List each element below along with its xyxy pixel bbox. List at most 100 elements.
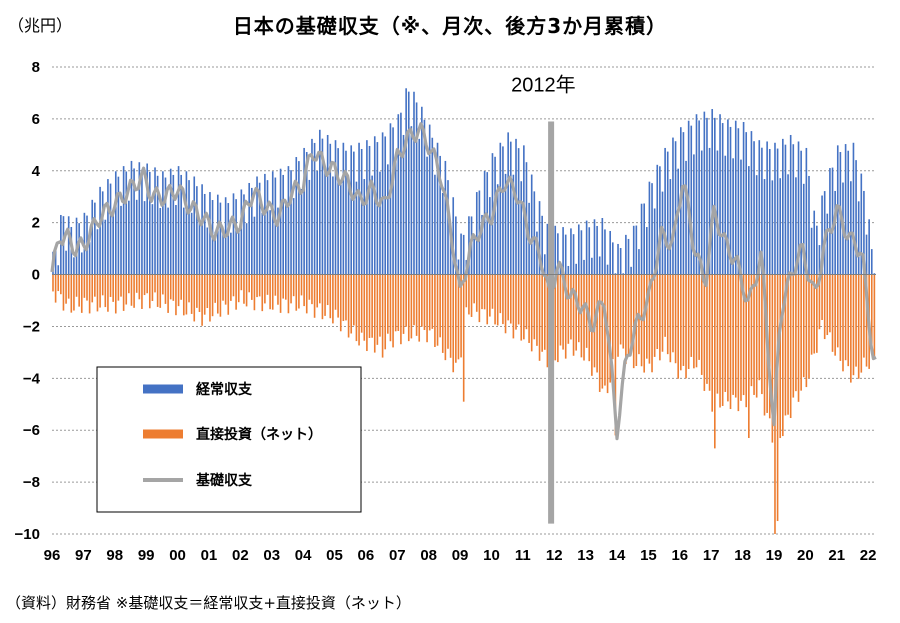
x-tick-label: 16	[671, 547, 688, 564]
bar-fdi	[520, 274, 523, 341]
bar-fdi	[622, 274, 625, 349]
bar-fdi	[583, 274, 585, 361]
bar-fdi	[62, 274, 65, 311]
bar-current-account	[358, 142, 360, 275]
x-tick-label: 18	[734, 547, 751, 564]
bar-fdi	[677, 274, 680, 379]
bar-current-account	[640, 203, 643, 275]
bar-fdi	[666, 274, 669, 355]
bar-fdi	[643, 274, 645, 373]
bar-fdi	[750, 274, 753, 387]
bar-fdi	[700, 274, 703, 375]
bar-current-account	[279, 168, 282, 275]
bar-fdi	[708, 274, 711, 391]
bar-current-account	[776, 148, 779, 275]
bar-current-account	[101, 191, 104, 275]
bar-current-account	[729, 126, 732, 275]
bar-current-account	[104, 219, 107, 275]
bar-current-account	[321, 138, 324, 275]
bar-current-account	[787, 174, 789, 275]
bar-fdi	[852, 274, 855, 376]
bar-fdi	[96, 274, 99, 312]
bar-current-account	[768, 148, 771, 275]
bar-current-account	[316, 170, 319, 275]
bar-fdi	[201, 274, 203, 326]
bar-current-account	[698, 120, 700, 275]
bar-current-account	[695, 114, 698, 275]
bar-fdi	[496, 274, 499, 326]
bar-current-account	[774, 142, 776, 275]
bar-current-account	[481, 214, 483, 275]
bar-fdi	[188, 274, 190, 303]
bar-fdi	[431, 274, 434, 329]
bar-fdi	[847, 274, 850, 367]
bar-fdi	[60, 274, 62, 295]
bar-fdi	[107, 274, 109, 312]
bar-fdi	[75, 274, 78, 297]
bar-current-account	[237, 228, 240, 275]
bar-fdi	[371, 274, 373, 338]
bar-current-account	[645, 227, 648, 275]
bar-fdi	[264, 274, 266, 304]
bar-fdi	[601, 274, 604, 389]
bar-current-account	[298, 161, 300, 275]
bar-fdi	[489, 274, 491, 317]
bar-current-account	[57, 265, 60, 275]
legend-fdi-swatch	[143, 429, 183, 439]
bar-fdi	[274, 274, 277, 296]
bar-current-account	[405, 88, 407, 275]
bar-current-account	[575, 263, 577, 275]
bar-fdi	[829, 274, 831, 333]
bar-fdi	[795, 274, 797, 392]
bar-current-account	[308, 179, 311, 275]
bar-fdi	[557, 274, 559, 363]
bar-fdi	[237, 274, 240, 303]
bar-current-account	[502, 146, 504, 275]
bar-current-account	[94, 202, 96, 275]
bar-fdi	[732, 274, 734, 395]
bar-current-account	[499, 142, 502, 275]
bar-current-account	[201, 184, 203, 275]
bar-current-account	[810, 227, 813, 275]
bar-fdi	[771, 274, 774, 443]
bar-current-account	[734, 120, 737, 275]
bar-current-account	[156, 175, 159, 275]
bar-current-account	[180, 174, 182, 275]
x-tick-label: 06	[358, 547, 375, 564]
bar-fdi	[329, 274, 332, 319]
bar-fdi	[541, 274, 543, 352]
bar-fdi	[196, 274, 198, 308]
bar-current-account	[397, 114, 400, 275]
bar-fdi	[478, 274, 481, 323]
bar-current-account	[614, 273, 617, 275]
bar-current-account	[193, 176, 196, 275]
bar-fdi	[211, 274, 214, 317]
bar-fdi	[65, 274, 67, 304]
bar-fdi	[57, 274, 60, 292]
bar-fdi	[740, 274, 742, 401]
bar-current-account	[319, 129, 321, 275]
bar-fdi	[651, 274, 653, 373]
bar-fdi	[656, 274, 659, 350]
bar-current-account	[117, 176, 120, 275]
bar-current-account	[462, 234, 465, 275]
bar-current-account	[611, 242, 614, 275]
bar-fdi	[394, 274, 397, 332]
bar-current-account	[543, 254, 546, 275]
bar-fdi	[305, 274, 308, 314]
bar-fdi	[596, 274, 598, 373]
bar-fdi	[714, 274, 716, 449]
bar-fdi	[546, 274, 549, 368]
bar-current-account	[222, 234, 224, 275]
bar-current-account	[536, 231, 538, 275]
bar-fdi	[410, 274, 413, 339]
bar-current-account	[269, 210, 271, 275]
bar-fdi	[122, 274, 125, 311]
bar-current-account	[146, 163, 148, 275]
bar-fdi	[614, 274, 617, 436]
bar-fdi	[502, 274, 504, 325]
bar-fdi	[298, 274, 300, 309]
bar-fdi	[303, 274, 305, 307]
x-tick-label: 98	[106, 547, 123, 564]
